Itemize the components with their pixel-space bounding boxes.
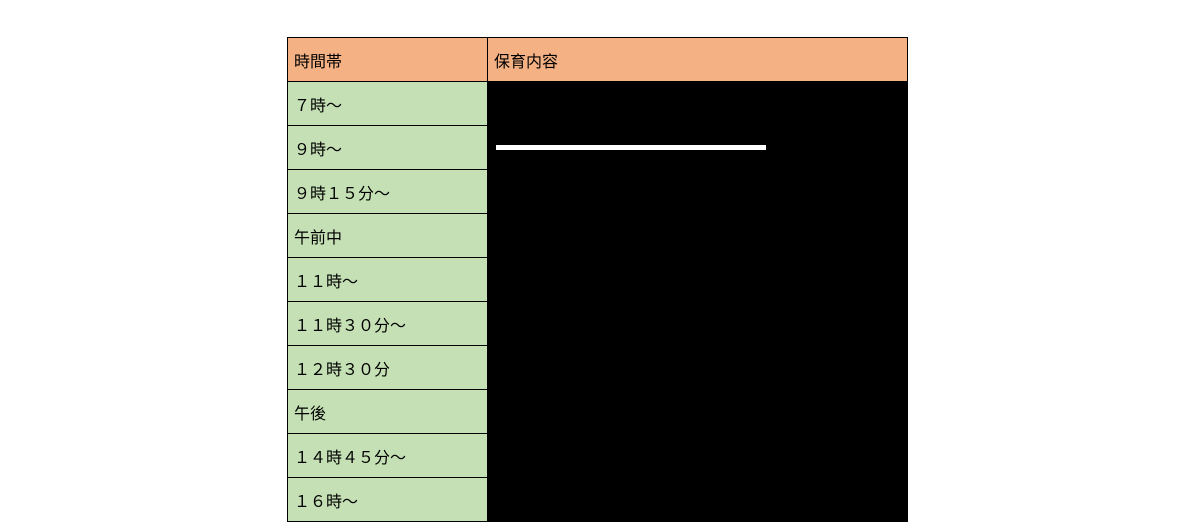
time-cell: ９時〜 (288, 126, 488, 170)
content-cell (488, 214, 908, 258)
table-row: ７時〜 (288, 82, 908, 126)
content-cell (488, 346, 908, 390)
schedule-table-wrap: 時間帯 保育内容 ７時〜 ９時〜 ９時１５分〜 午前中 (287, 37, 907, 522)
time-cell: ９時１５分〜 (288, 170, 488, 214)
content-cell (488, 170, 908, 214)
col-header-content: 保育内容 (488, 38, 908, 82)
time-cell: 午前中 (288, 214, 488, 258)
time-cell: １１時〜 (288, 258, 488, 302)
time-cell: １４時４５分〜 (288, 434, 488, 478)
content-cell (488, 434, 908, 478)
time-cell: １６時〜 (288, 478, 488, 522)
time-cell: 午後 (288, 390, 488, 434)
schedule-table: 時間帯 保育内容 ７時〜 ９時〜 ９時１５分〜 午前中 (287, 37, 908, 522)
table-row: ９時〜 (288, 126, 908, 170)
table-row: 午前中 (288, 214, 908, 258)
content-cell (488, 302, 908, 346)
time-cell: １２時３０分 (288, 346, 488, 390)
table-header-row: 時間帯 保育内容 (288, 38, 908, 82)
table-row: 午後 (288, 390, 908, 434)
table-row: ９時１５分〜 (288, 170, 908, 214)
table-row: １４時４５分〜 (288, 434, 908, 478)
table-row: １１時３０分〜 (288, 302, 908, 346)
time-cell: ７時〜 (288, 82, 488, 126)
content-cell (488, 258, 908, 302)
content-cell (488, 82, 908, 126)
table-row: １６時〜 (288, 478, 908, 522)
col-header-time: 時間帯 (288, 38, 488, 82)
white-bar (496, 145, 766, 150)
table-row: １１時〜 (288, 258, 908, 302)
table-row: １２時３０分 (288, 346, 908, 390)
time-cell: １１時３０分〜 (288, 302, 488, 346)
content-cell (488, 126, 908, 170)
content-cell (488, 390, 908, 434)
content-cell (488, 478, 908, 522)
